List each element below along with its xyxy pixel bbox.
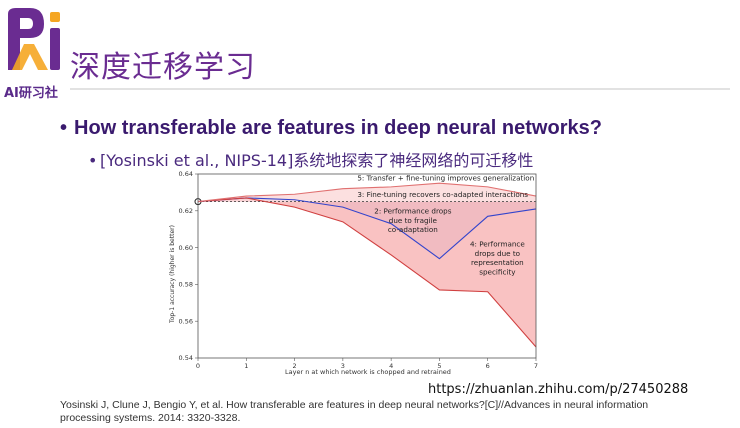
ai-yanxishe-logo [8,8,60,70]
accuracy-chart: 0 1 2 3 4 5 6 7 0.54 0.56 0.58 0.60 0.62 0.64 5: Tran… [169,170,539,376]
chart-axes [197,173,537,359]
bullet-main: • How transferable are features in deep n… [60,117,602,140]
band-3 [198,183,536,202]
y-tick-label: 0.54 [179,354,193,362]
chart-annotation: representation [471,258,524,267]
citation-text: Yosinski J, Clune J, Bengio Y, et al. Ho… [60,399,649,424]
bullet-dot-icon: • [60,117,68,139]
chart-annotations: 5: Transfer + fine-tuning improves gener… [357,173,534,276]
series-line-3 [197,182,537,203]
x-tick-label: 5 [437,362,441,370]
slide-title: 深度迁移学习 [70,50,256,85]
logo-text: AI研习社 [4,86,58,101]
x-tick-label: 7 [534,362,538,370]
band-2 [198,197,536,347]
series-line-1 [197,197,537,260]
bullet-dot-icon: • [88,151,98,170]
chart-ticks: 0 1 2 3 4 5 6 7 0.54 0.56 0.58 0.60 0.62 0.64 [179,170,539,370]
series-line-2 [197,197,537,348]
source-url[interactable]: https://zhuanlan.zhihu.com/p/27450288 [428,382,689,397]
y-tick-label: 0.58 [179,281,193,289]
bullet-sub: • [Yosinski et al., NIPS-14]系统地探索了神经网络的可迁… [88,147,533,171]
chart-annotation: drops due to [475,249,520,258]
bullet-main-text: How transferable are features in deep ne… [74,117,602,139]
y-tick-label: 0.60 [179,244,193,252]
x-tick-label: 0 [196,362,200,370]
x-tick-label: 2 [293,362,297,370]
chart-annotation: 3: Fine-tuning recovers co-adapted inter… [357,190,528,199]
x-tick-label: 4 [389,362,393,370]
x-tick-label: 1 [244,362,248,370]
y-tick-label: 0.56 [179,317,193,325]
chart-annotation: specificity [479,267,516,276]
chart-annotation: 5: Transfer + fine-tuning improves gener… [357,173,534,182]
y-tick-label: 0.62 [179,207,193,215]
title-divider [70,88,730,90]
bullet-sub-text: [Yosinski et al., NIPS-14]系统地探索了神经网络的可迁移… [100,151,534,170]
chart-series [197,182,537,348]
chart-annotation: 2: Performance drops [374,207,451,216]
plot-frame [197,173,537,359]
x-axis-label: Layer n at which network is chopped and … [285,368,451,376]
chart-annotation: 4: Performance [470,240,525,249]
x-tick-label: 3 [341,362,345,370]
chart-annotation: due to fragile [389,216,438,225]
chart-annotation: co-adaptation [388,225,438,234]
chart-bands [198,183,536,347]
x-tick-label: 6 [486,362,490,370]
y-tick-label: 0.64 [179,170,193,178]
y-axis-label: Top-1 accuracy (higher is better) [169,225,176,324]
